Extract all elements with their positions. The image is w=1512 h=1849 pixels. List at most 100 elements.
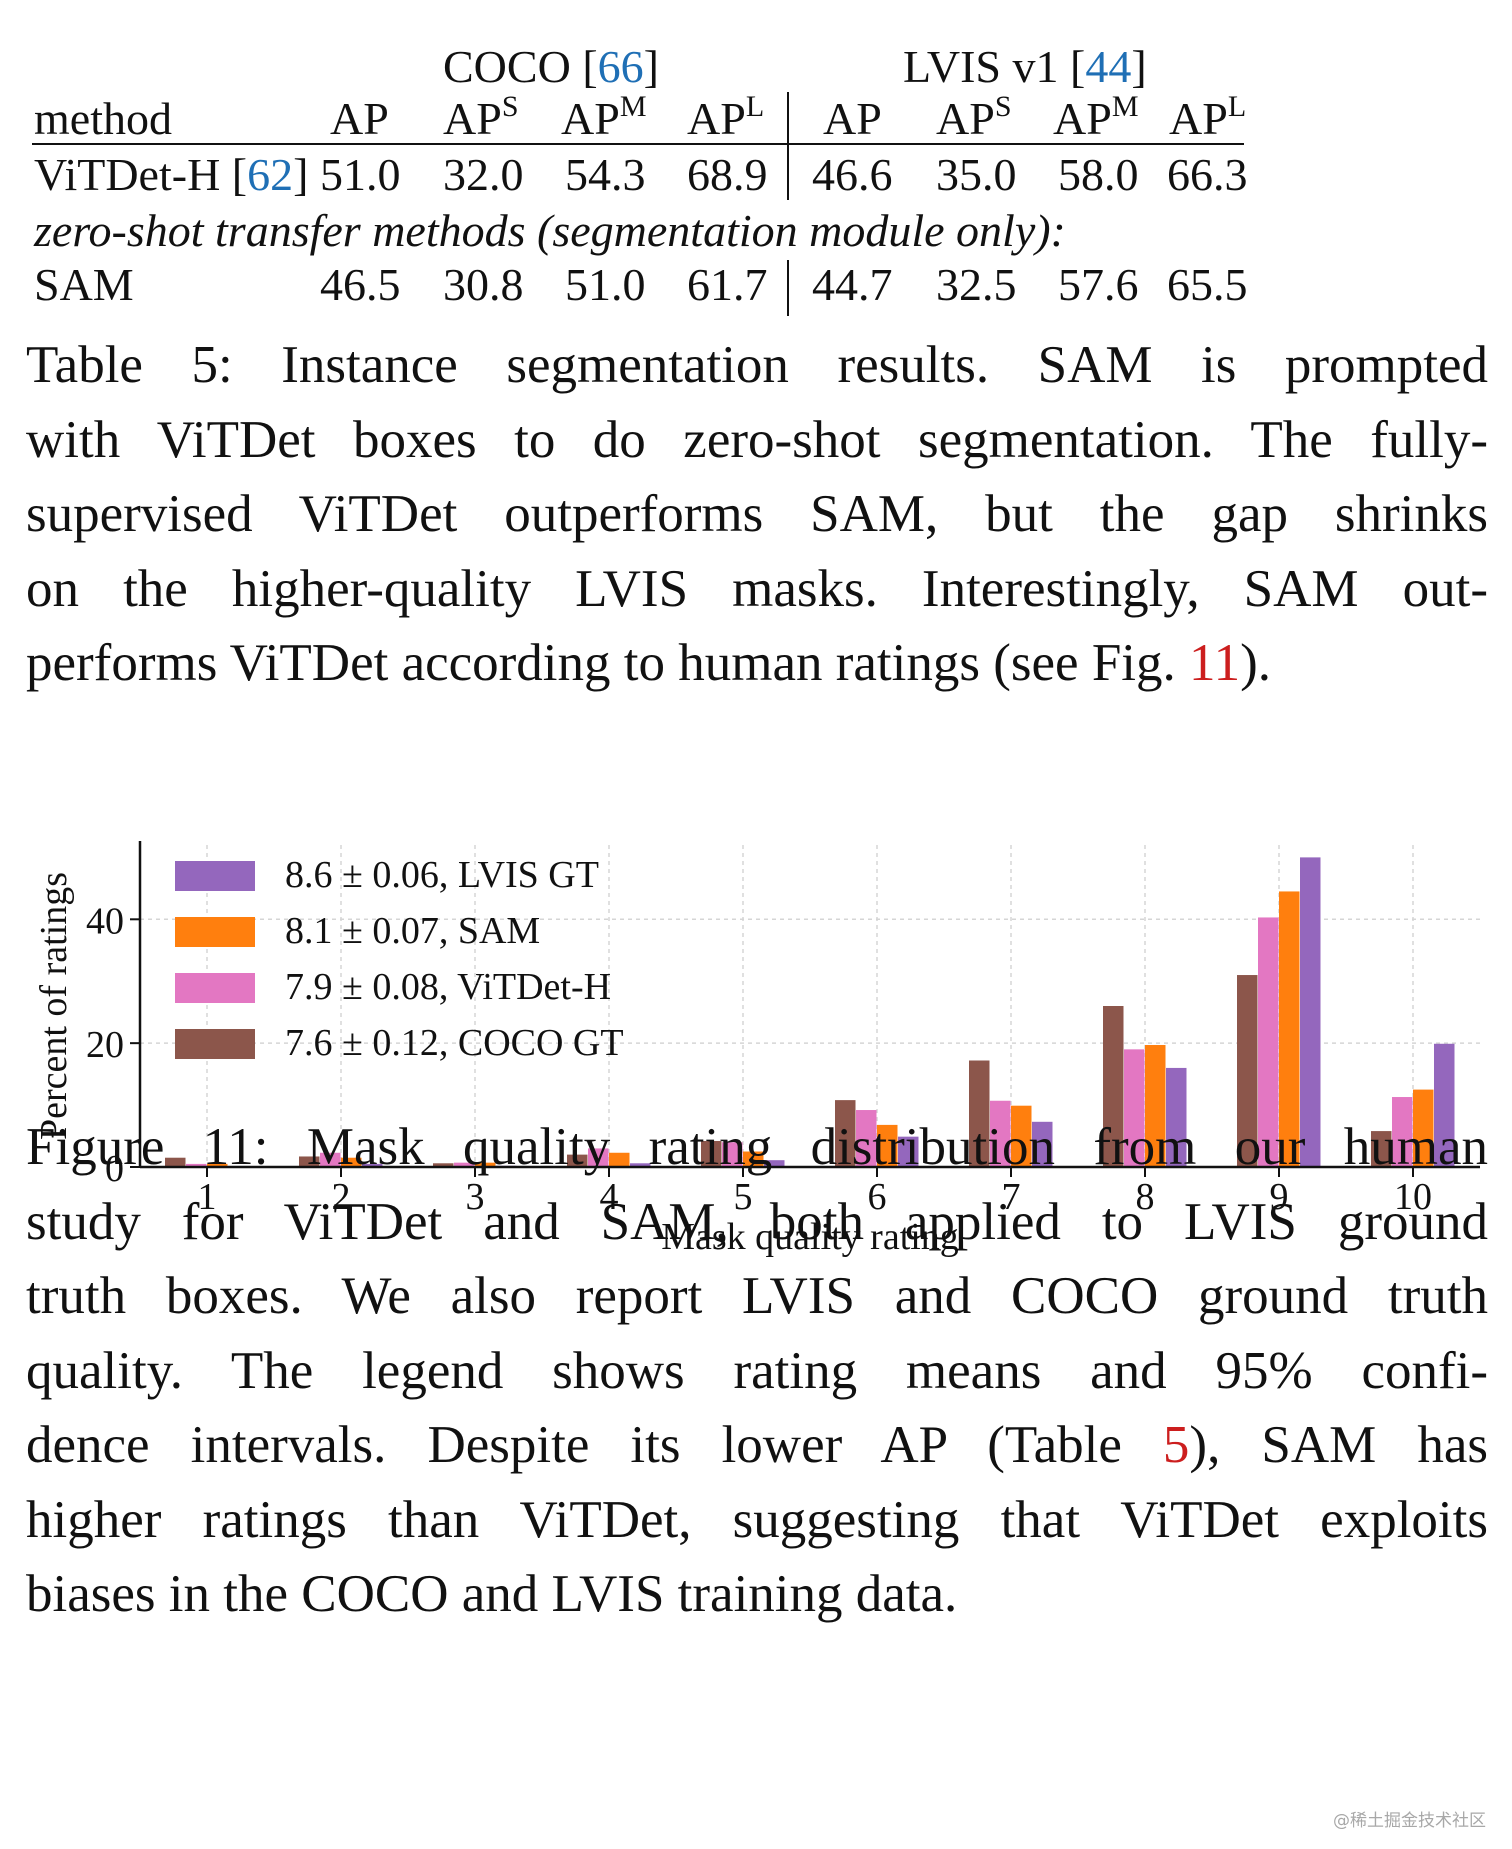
bars xyxy=(165,857,1455,1167)
grid-lines xyxy=(140,845,1480,1168)
zero-shot-subheader: zero-shot transfer methods (segmentation… xyxy=(34,205,1066,256)
legend-swatch xyxy=(175,861,255,891)
bar xyxy=(1434,1043,1455,1167)
caption-line: supervised ViTDet outperforms SAM, but t… xyxy=(26,485,1488,543)
x-tick-label: 6 xyxy=(868,1176,887,1218)
coco-group-header: COCO [66] xyxy=(443,41,659,92)
col-method: method xyxy=(34,93,172,144)
col-lvis-apm: APM xyxy=(1053,90,1139,144)
bar xyxy=(1011,1105,1032,1167)
bar xyxy=(165,1157,186,1167)
bar xyxy=(1258,917,1279,1167)
caption-line: performs ViTDet according to human ratin… xyxy=(26,634,1271,692)
col-coco-ap: AP xyxy=(330,93,389,144)
col-coco-aps: APS xyxy=(443,90,519,144)
axes: 0 20 40 1 2 3 4 5 6 7 8 9 10 Mask quality rating Perce… xyxy=(33,841,1480,1258)
x-tick-label: 9 xyxy=(1270,1176,1289,1218)
table-cell: 46.6 xyxy=(812,149,893,200)
table-cell: 61.7 xyxy=(687,259,768,310)
fig-11-link[interactable]: 11 xyxy=(1189,634,1241,692)
coco-ref-link[interactable]: 66 xyxy=(597,41,644,92)
results-table: COCO [66] LVIS v1 [44] method AP APS APM… xyxy=(30,40,1490,370)
bar xyxy=(877,1124,898,1167)
legend-label: 8.1 ± 0.07, SAM xyxy=(285,910,540,952)
x-axis-label: Mask quality rating xyxy=(661,1216,959,1258)
x-tick-label: 2 xyxy=(332,1176,351,1218)
y-tick-label: 0 xyxy=(105,1148,124,1190)
table-cell: 68.9 xyxy=(687,149,768,200)
bar xyxy=(1279,891,1300,1167)
bar xyxy=(856,1110,877,1167)
table-cell: 32.0 xyxy=(443,149,524,200)
legend-label: 8.6 ± 0.06, LVIS GT xyxy=(285,854,599,896)
y-axis-label: Percent of ratings xyxy=(33,872,75,1140)
caption-line: on the higher-quality LVIS masks. Intere… xyxy=(26,559,1488,618)
bar xyxy=(1124,1049,1145,1167)
x-tick-label: 10 xyxy=(1394,1176,1432,1218)
group-divider-bottom xyxy=(787,260,789,316)
table-cell: 46.5 xyxy=(320,259,401,310)
x-tick-label: 8 xyxy=(1136,1176,1155,1218)
table-cell: 58.0 xyxy=(1058,149,1139,200)
bar xyxy=(588,1148,609,1167)
caption-line: truth boxes. We also report LVIS and COC… xyxy=(26,1267,1488,1325)
table-cell: 44.7 xyxy=(812,259,893,310)
caption-line: dence intervals. Despite its lower AP (T… xyxy=(26,1416,1488,1474)
bar xyxy=(362,1163,383,1167)
y-tick-label: 40 xyxy=(86,900,124,942)
legend-swatch xyxy=(175,973,255,1003)
caption-line: Table 5: Instance segmentation results. … xyxy=(26,336,1488,394)
x-tick-label: 1 xyxy=(198,1176,217,1218)
x-tick-label: 4 xyxy=(600,1176,619,1218)
bar xyxy=(567,1154,588,1167)
x-tick-label: 5 xyxy=(734,1176,753,1218)
col-lvis-aps: APS xyxy=(936,90,1012,144)
table-5-link[interactable]: 5 xyxy=(1162,1416,1190,1474)
bar xyxy=(990,1100,1011,1167)
legend-swatch xyxy=(175,1029,255,1059)
bar xyxy=(969,1060,990,1167)
bar xyxy=(1103,1006,1124,1167)
caption-line: study for ViTDet and SAM, both applied t… xyxy=(26,1192,1488,1251)
caption-line: quality. The legend shows rating means a… xyxy=(26,1341,1488,1400)
bar xyxy=(835,1100,856,1167)
table-cell: 65.5 xyxy=(1167,259,1248,310)
table-cell: 66.3 xyxy=(1167,149,1248,200)
lvis-label: LVIS v1 xyxy=(903,41,1059,92)
bar xyxy=(630,1163,651,1167)
y-tick-label: 20 xyxy=(86,1024,124,1066)
col-coco-apl: APL xyxy=(687,90,765,144)
bar xyxy=(743,1151,764,1167)
bar xyxy=(898,1136,919,1167)
header-rule xyxy=(32,143,1244,145)
bar xyxy=(186,1163,207,1167)
row-sam-method: SAM xyxy=(34,259,134,310)
caption-line: with ViTDet boxes to do zero-shot segmen… xyxy=(26,410,1488,469)
caption-line: biases in the COCO and LVIS training dat… xyxy=(26,1565,958,1623)
col-lvis-apl: APL xyxy=(1169,90,1247,144)
lvis-group-header: LVIS v1 [44] xyxy=(903,41,1147,92)
table-cell: 51.0 xyxy=(565,259,646,310)
table-cell: 51.0 xyxy=(320,149,401,200)
table-cell: 54.3 xyxy=(565,149,646,200)
table-cell: 32.5 xyxy=(936,259,1017,310)
x-tick-label: 7 xyxy=(1002,1176,1021,1218)
lvis-ref-link[interactable]: 44 xyxy=(1085,41,1132,92)
bar xyxy=(299,1156,320,1167)
watermark: @稀土掘金技术社区 xyxy=(1333,1811,1486,1831)
vitdet-ref-link[interactable]: 62 xyxy=(247,149,294,200)
bar xyxy=(764,1160,785,1167)
caption-line: higher ratings than ViTDet, suggesting t… xyxy=(26,1490,1488,1549)
caption-line: Figure 11: Mask quality rating distribut… xyxy=(26,1118,1488,1176)
mask-quality-chart: 0 20 40 1 2 3 4 5 6 7 8 9 10 Mask quality rating Perce… xyxy=(33,841,1480,1258)
table-cell: 35.0 xyxy=(936,149,1017,200)
table-cell: 57.6 xyxy=(1058,259,1139,310)
bar xyxy=(722,1142,743,1167)
table-caption: Table 5: Instance segmentation results. … xyxy=(26,328,1488,701)
col-lvis-ap: AP xyxy=(823,93,882,144)
bar xyxy=(701,1140,722,1167)
bar xyxy=(1392,1097,1413,1167)
bar xyxy=(1237,975,1258,1167)
bar xyxy=(1413,1089,1434,1167)
legend-label: 7.9 ± 0.08, ViTDet-H xyxy=(285,966,611,1008)
